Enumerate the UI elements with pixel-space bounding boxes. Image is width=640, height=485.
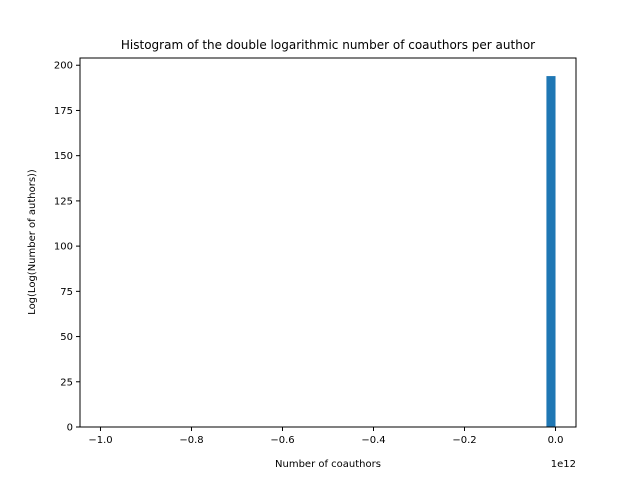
x-tick-label-5: 0.0 xyxy=(548,435,564,446)
bars-group xyxy=(546,76,556,428)
y-tick-label-2: 50 xyxy=(60,332,73,343)
y-tick-label-4: 100 xyxy=(54,242,73,253)
x-tick-label-2: −0.6 xyxy=(270,435,294,446)
x-tick-label-0: −1.0 xyxy=(88,435,112,446)
histogram-bar-0 xyxy=(546,76,556,428)
y-tick-label-5: 125 xyxy=(54,196,73,207)
y-tick-label-0: 0 xyxy=(67,423,73,434)
x-tick-label-4: −0.2 xyxy=(452,435,476,446)
plot-frame xyxy=(79,57,577,428)
y-tick-label-1: 25 xyxy=(60,377,73,388)
x-tick-label-1: −0.8 xyxy=(179,435,203,446)
chart-title: Histogram of the double logarithmic numb… xyxy=(121,38,535,52)
y-tick-label-8: 200 xyxy=(54,61,73,72)
y-tick-label-7: 175 xyxy=(54,106,73,117)
x-axis-label: Number of coauthors xyxy=(275,459,381,470)
x-tick-label-3: −0.4 xyxy=(361,435,385,446)
y-axis-label: Log(Log(Number of authors)) xyxy=(27,169,38,315)
x-axis-ticks: −1.0 −0.8 −0.6 −0.4 −0.2 0.0 xyxy=(88,427,563,446)
y-axis-ticks: 0 25 50 75 100 125 150 175 200 xyxy=(54,61,80,434)
x-axis-offset-label: 1e12 xyxy=(551,459,576,470)
y-tick-label-3: 75 xyxy=(60,287,73,298)
y-tick-label-6: 150 xyxy=(54,151,73,162)
